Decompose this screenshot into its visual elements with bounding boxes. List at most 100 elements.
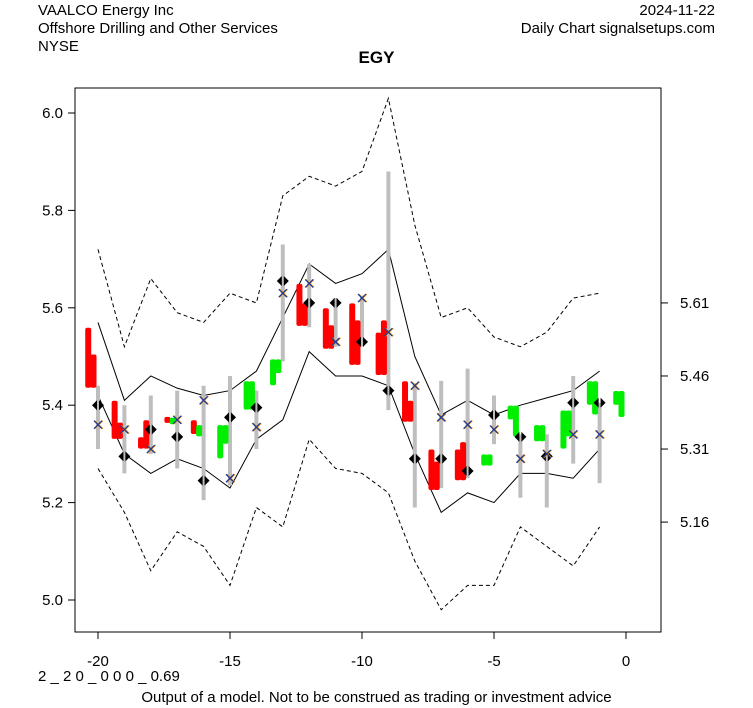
candle-bar <box>111 400 118 439</box>
diamond-left-marker <box>276 276 282 287</box>
candle-bar <box>90 354 97 388</box>
diamond-right-marker <box>231 412 236 423</box>
candle-bar <box>349 303 356 365</box>
diamond-left-marker <box>435 453 441 464</box>
diamond-right-marker <box>389 385 395 396</box>
diamond-right-marker <box>600 397 606 408</box>
y-tick-label: 5.4 <box>42 397 63 414</box>
x-marker <box>199 395 209 405</box>
diamond-left-marker <box>514 431 520 442</box>
diamond-left-marker <box>488 409 493 420</box>
disclaimer: Output of a model. Not to be construed a… <box>141 689 612 706</box>
x-marker <box>251 422 261 432</box>
diamond-left-marker <box>92 400 97 411</box>
x-tick-label: -15 <box>219 653 241 670</box>
diamond-right-marker <box>574 397 580 408</box>
diamond-left-marker <box>382 385 388 396</box>
x-marker <box>410 381 420 391</box>
candle-bar <box>454 449 461 481</box>
diamond-left-marker <box>250 402 256 413</box>
x-marker <box>463 420 473 430</box>
x-marker <box>436 412 446 422</box>
diamond-right-marker <box>310 297 316 308</box>
candle-bar <box>375 332 382 376</box>
chart-date: 2024-11-22 <box>639 2 715 19</box>
y-tick-label: 5.6 <box>42 300 63 317</box>
diamond-left-marker <box>461 465 467 476</box>
exchange: NYSE <box>38 38 79 55</box>
diamond-left-marker <box>144 424 150 435</box>
candle-bar <box>586 381 593 405</box>
x-tick-label: -5 <box>487 653 500 670</box>
diamond-right-marker <box>468 465 474 476</box>
candle-bar <box>164 416 171 423</box>
chart-title: EGY <box>358 48 395 67</box>
x-marker <box>93 420 103 430</box>
candle-bar <box>138 437 145 449</box>
y2-tick-label: 5.31 <box>680 441 709 458</box>
x-tick-label: -10 <box>351 653 373 670</box>
x-marker <box>357 293 367 303</box>
x-marker <box>515 454 525 464</box>
candle-bar <box>116 422 123 439</box>
diamond-right-marker <box>442 453 448 464</box>
candle-bar <box>481 454 488 466</box>
diamond-left-marker <box>329 297 335 308</box>
diamond-right-marker <box>495 409 500 420</box>
y-tick-label: 5.2 <box>42 495 63 512</box>
candle-bar <box>85 327 92 388</box>
candle-bar <box>428 449 435 490</box>
candle-bar <box>380 320 387 376</box>
diamond-left-marker <box>118 451 124 462</box>
candle-bar <box>402 381 409 422</box>
x-marker <box>119 425 129 435</box>
x-marker <box>595 429 605 439</box>
diamond-right-marker <box>151 424 157 435</box>
candle-bar <box>217 425 224 459</box>
x-marker <box>278 288 288 298</box>
candle-bar <box>296 283 303 326</box>
diamond-left-marker <box>224 412 229 423</box>
upper-solid-band-line <box>97 248 600 416</box>
x-marker <box>304 278 314 288</box>
lower-dashed-band-line <box>97 438 601 611</box>
company-name: VAALCO Energy Inc <box>38 2 174 19</box>
diamond-left-marker <box>356 336 361 347</box>
diamond-right-marker <box>363 336 368 347</box>
candle-bar <box>222 425 229 444</box>
y-tick-label: 6.0 <box>42 105 63 122</box>
candle-bar <box>433 461 440 490</box>
diamond-right-marker <box>178 431 184 442</box>
candle-bar <box>618 391 625 417</box>
diamond-left-marker <box>540 451 546 462</box>
candle-bar <box>196 425 203 437</box>
model-code: 2 _ 2 0 _ 0 0 0 _ 0.69 <box>38 668 180 685</box>
candle-bar <box>270 359 277 386</box>
x-marker <box>542 449 552 459</box>
x-marker <box>225 473 235 483</box>
plot-frame <box>74 87 662 633</box>
candle-bar <box>486 454 493 466</box>
diamond-right-marker <box>336 297 342 308</box>
x-tick-label: 0 <box>622 653 630 670</box>
candle-bar <box>301 303 308 326</box>
industry: Offshore Drilling and Other Services <box>38 20 278 37</box>
candle-bar <box>560 410 567 449</box>
candle-bar <box>512 405 519 437</box>
lower-solid-band-line <box>97 350 600 514</box>
diamond-left-marker <box>303 297 309 308</box>
y-tick-label: 5.8 <box>42 202 63 219</box>
diamond-right-marker <box>415 453 421 464</box>
diamond-right-marker <box>99 400 104 411</box>
x-marker <box>568 429 578 439</box>
diamond-left-marker <box>171 431 177 442</box>
candle-bar <box>275 359 282 374</box>
diamond-right-marker <box>283 276 289 287</box>
candle-bar <box>248 381 255 410</box>
candle-bar <box>539 425 546 442</box>
candle-bar <box>322 308 329 349</box>
chart-source: Daily Chart signalsetups.com <box>520 20 715 37</box>
x-marker <box>172 415 182 425</box>
candle-bar <box>328 325 335 349</box>
candle-bar <box>534 425 541 442</box>
